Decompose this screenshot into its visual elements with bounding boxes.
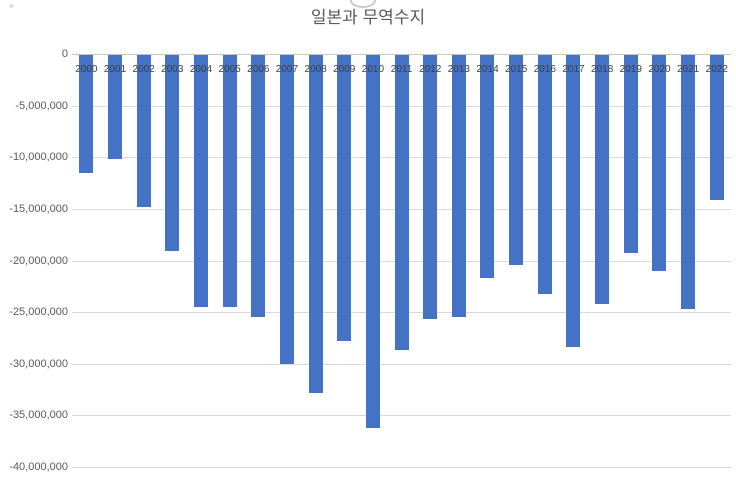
bar-2005[interactable] (222, 55, 237, 307)
x-tick-label-2009: 2009 (333, 64, 356, 75)
gridline (72, 467, 731, 468)
x-tick-label-2013: 2013 (447, 64, 470, 75)
x-tick-label-2014: 2014 (476, 64, 499, 75)
bar-2014[interactable] (480, 55, 495, 279)
x-tick-label-2000: 2000 (75, 64, 98, 75)
chart-title: 일본과 무역수지 (310, 8, 426, 27)
x-tick-label-2012: 2012 (419, 64, 442, 75)
bar-2011[interactable] (394, 55, 409, 351)
x-tick-label-2018: 2018 (591, 64, 614, 75)
y-tick-label: -40,000,000 (9, 461, 68, 473)
bar-2021[interactable] (681, 55, 696, 309)
bar-2012[interactable] (423, 55, 438, 320)
y-tick-label: -10,000,000 (9, 151, 68, 164)
x-tick-label-2008: 2008 (304, 64, 327, 75)
bar-2022[interactable] (709, 55, 724, 200)
bar-2000[interactable] (79, 55, 94, 173)
x-tick-label-2005: 2005 (218, 64, 241, 75)
x-tick-label-2002: 2002 (132, 64, 155, 75)
x-axis-labels: 2000 2001 2002 2003 2004 2005 2006 2007 2008 2009… (72, 64, 731, 75)
y-tick-label: -30,000,000 (9, 357, 68, 370)
bar-2015[interactable] (509, 55, 524, 265)
x-tick-label-2007: 2007 (275, 64, 299, 75)
bar-2020[interactable] (652, 55, 667, 271)
x-tick-label-2017: 2017 (562, 64, 585, 75)
x-tick-label-2003: 2003 (161, 64, 184, 75)
bar-2006[interactable] (251, 55, 266, 318)
x-tick-label-2019: 2019 (619, 64, 642, 75)
gridline (72, 363, 731, 365)
x-tick-label-2015: 2015 (505, 64, 528, 75)
x-tick-label-2010: 2010 (361, 64, 385, 75)
bar-2002[interactable] (136, 55, 151, 207)
bar-2016[interactable] (537, 55, 552, 294)
y-tick-label: 0 (61, 48, 68, 60)
bar-2009[interactable] (337, 55, 352, 341)
x-tick-label-2022: 2022 (705, 64, 728, 75)
x-tick-label-2020: 2020 (648, 64, 671, 75)
y-tick-label: -20,000,000 (9, 254, 68, 267)
bar-2019[interactable] (623, 55, 638, 254)
y-tick-label: -15,000,000 (9, 202, 68, 215)
x-tick-label-2011: 2011 (390, 64, 413, 75)
y-tick-label: -35,000,000 (9, 409, 68, 422)
bar-2010[interactable] (365, 55, 380, 428)
bar-2017[interactable] (566, 55, 581, 348)
plot-area (72, 54, 731, 468)
x-tick-label-2004: 2004 (189, 64, 213, 75)
bar-2008[interactable] (308, 55, 323, 393)
bar-2018[interactable] (595, 55, 610, 304)
bar-2007[interactable] (279, 55, 294, 364)
x-tick-label-2016: 2016 (533, 64, 556, 75)
y-tick-label: -25,000,000 (9, 306, 68, 319)
y-axis-labels: 0 -5,000,000 -10,000,000 -15,000,000 -20,000… (0, 0, 68, 477)
x-tick-label-2021: 2021 (676, 64, 700, 75)
y-tick-label: -5,000,000 (15, 99, 68, 112)
screen-artifact (9, 4, 14, 8)
bar-2004[interactable] (193, 55, 208, 307)
x-tick-label-2001: 2001 (103, 64, 127, 75)
zero-axis-line (72, 54, 731, 55)
gridline (72, 415, 731, 417)
bar-2001[interactable] (107, 55, 122, 160)
bar-2013[interactable] (451, 55, 466, 318)
bar-2003[interactable] (165, 55, 180, 252)
x-tick-label-2006: 2006 (247, 64, 270, 75)
